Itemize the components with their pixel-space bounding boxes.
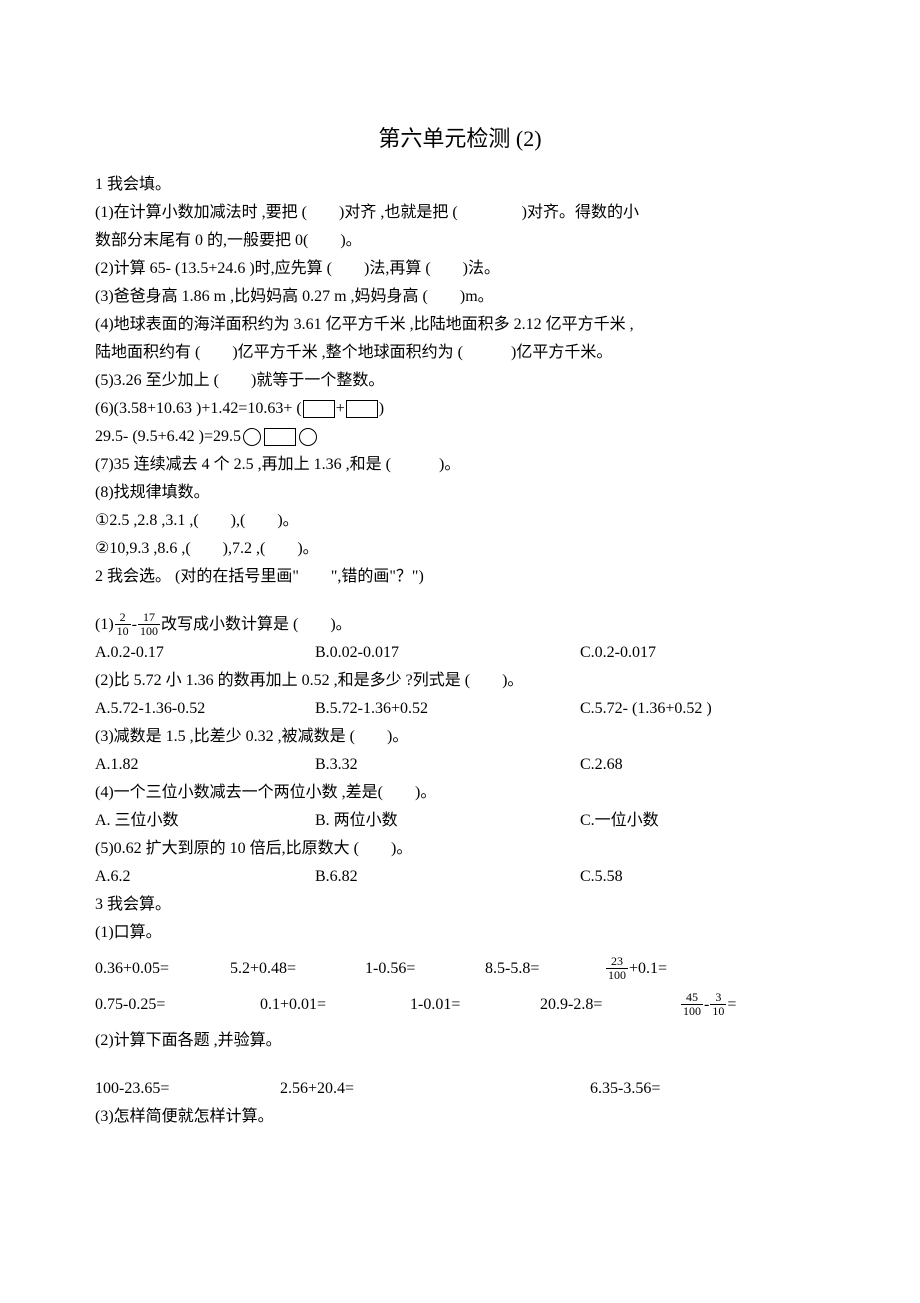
q2-heading: 2 我会选。 (对的在括号里画" ",错的画"？") — [95, 563, 825, 591]
blank-circle — [299, 428, 317, 446]
q3-2: (2)计算下面各题 ,并验算。 — [95, 1027, 825, 1055]
q1-6a-close: ) — [379, 400, 384, 417]
option-b: B.5.72-1.36+0.52 — [315, 695, 580, 723]
blank-box — [346, 400, 378, 418]
q1-4b: 陆地面积约有 ( )亿平方千米 ,整个地球面积约为 ( )亿平方千米。 — [95, 339, 825, 367]
option-c: C.0.2-0.017 — [580, 639, 825, 667]
q2-4-options: A. 三位小数 B. 两位小数 C.一位小数 — [95, 807, 825, 835]
calc-item: 23100+0.1= — [605, 955, 825, 983]
calc-item: 8.5-5.8= — [485, 955, 605, 983]
q1-5: (5)3.26 至少加上 ( )就等于一个整数。 — [95, 367, 825, 395]
option-a: A.1.82 — [95, 751, 315, 779]
fraction: 210 — [115, 611, 131, 638]
denominator: 10 — [710, 1005, 726, 1018]
option-c: C.5.58 — [580, 863, 825, 891]
minus: - — [704, 996, 709, 1013]
q2-1: (1)210-17100改写成小数计算是 ( )。 — [95, 611, 825, 639]
q2-1-options: A.0.2-0.17 B.0.02-0.017 C.0.2-0.017 — [95, 639, 825, 667]
calc-item: 0.36+0.05= — [95, 955, 230, 983]
option-b: B. 两位小数 — [315, 807, 580, 835]
minus: - — [132, 616, 137, 633]
q3-heading: 3 我会算。 — [95, 891, 825, 919]
numerator: 17 — [138, 611, 160, 625]
q3-3: (3)怎样简便就怎样计算。 — [95, 1103, 825, 1131]
calc-item: 0.75-0.25= — [95, 991, 260, 1019]
blank-box — [264, 428, 296, 446]
q2-5: (5)0.62 扩大到原的 10 倍后,比原数大 ( )。 — [95, 835, 825, 863]
option-b: B.6.82 — [315, 863, 580, 891]
option-a: A. 三位小数 — [95, 807, 315, 835]
q1-6b-text: 29.5- (9.5+6.42 )=29.5 — [95, 428, 241, 445]
q1-8b: ②10,9.3 ,8.6 ,( ),7.2 ,( )。 — [95, 535, 825, 563]
denominator: 10 — [115, 625, 131, 638]
fraction: 310 — [710, 991, 726, 1018]
q1-6a: (6)(3.58+10.63 )+1.42=10.63+ ( +) — [95, 395, 825, 423]
q2-2-options: A.5.72-1.36-0.52 B.5.72-1.36+0.52 C.5.72… — [95, 695, 825, 723]
calc-item: 100-23.65= — [95, 1075, 280, 1103]
numerator: 2 — [115, 611, 131, 625]
q3-1: (1)口算。 — [95, 919, 825, 947]
calc-suffix: +0.1= — [629, 960, 667, 977]
q2-3: (3)减数是 1.5 ,比差少 0.32 ,被减数是 ( )。 — [95, 723, 825, 751]
option-a: A.5.72-1.36-0.52 — [95, 695, 315, 723]
option-c: C.5.72- (1.36+0.52 ) — [580, 695, 825, 723]
q2-1-suffix: 改写成小数计算是 ( )。 — [161, 616, 352, 633]
q1-2: (2)计算 65- (13.5+24.6 )时,应先算 ( )法,再算 ( )法… — [95, 255, 825, 283]
q1-7: (7)35 连续减去 4 个 2.5 ,再加上 1.36 ,和是 ( )。 — [95, 451, 825, 479]
q1-6b: 29.5- (9.5+6.42 )=29.5 — [95, 423, 825, 451]
q1-8: (8)找规律填数。 — [95, 479, 825, 507]
q1-heading: 1 我会填。 — [95, 171, 825, 199]
q1-6a-plus: + — [336, 400, 345, 417]
q2-5-options: A.6.2 B.6.82 C.5.58 — [95, 863, 825, 891]
option-a: A.0.2-0.17 — [95, 639, 315, 667]
page-title: 第六单元检测 (2) — [95, 120, 825, 159]
calc-item: 6.35-3.56= — [590, 1075, 825, 1103]
denominator: 100 — [681, 1005, 703, 1018]
calc-suffix: = — [727, 996, 736, 1013]
option-b: B.0.02-0.017 — [315, 639, 580, 667]
fraction: 23100 — [606, 955, 628, 982]
q1-1a: (1)在计算小数加减法时 ,要把 ( )对齐 ,也就是把 ( )对齐。得数的小 — [95, 199, 825, 227]
denominator: 100 — [138, 625, 160, 638]
q2-1-prefix: (1) — [95, 616, 114, 633]
calc-item: 45100-310= — [680, 991, 825, 1019]
q2-3-options: A.1.82 B.3.32 C.2.68 — [95, 751, 825, 779]
calc-item: 5.2+0.48= — [230, 955, 365, 983]
blank-circle — [243, 428, 261, 446]
option-c: C.2.68 — [580, 751, 825, 779]
numerator: 45 — [681, 991, 703, 1005]
q1-8a: ①2.5 ,2.8 ,3.1 ,( ),( )。 — [95, 507, 825, 535]
calc-item: 20.9-2.8= — [540, 991, 680, 1019]
q3-row1: 0.36+0.05= 5.2+0.48= 1-0.56= 8.5-5.8= 23… — [95, 955, 825, 983]
numerator: 3 — [710, 991, 726, 1005]
q3-row3: 100-23.65= 2.56+20.4= 6.35-3.56= — [95, 1075, 825, 1103]
q2-4: (4)一个三位小数减去一个两位小数 ,差是( )。 — [95, 779, 825, 807]
q1-1b: 数部分末尾有 0 的,一般要把 0( )。 — [95, 227, 825, 255]
option-c: C.一位小数 — [580, 807, 825, 835]
q1-4a: (4)地球表面的海洋面积约为 3.61 亿平方千米 ,比陆地面积多 2.12 亿… — [95, 311, 825, 339]
option-b: B.3.32 — [315, 751, 580, 779]
q3-row2: 0.75-0.25= 0.1+0.01= 1-0.01= 20.9-2.8= 4… — [95, 991, 825, 1019]
fraction: 45100 — [681, 991, 703, 1018]
numerator: 23 — [606, 955, 628, 969]
calc-item: 1-0.56= — [365, 955, 485, 983]
q2-2: (2)比 5.72 小 1.36 的数再加上 0.52 ,和是多少 ?列式是 (… — [95, 667, 825, 695]
calc-item: 0.1+0.01= — [260, 991, 410, 1019]
calc-item: 2.56+20.4= — [280, 1075, 590, 1103]
calc-item: 1-0.01= — [410, 991, 540, 1019]
q1-6a-text1: (6)(3.58+10.63 )+1.42=10.63+ ( — [95, 400, 302, 417]
option-a: A.6.2 — [95, 863, 315, 891]
q1-3: (3)爸爸身高 1.86 m ,比妈妈高 0.27 m ,妈妈身高 ( )m。 — [95, 283, 825, 311]
denominator: 100 — [606, 969, 628, 982]
blank-box — [303, 400, 335, 418]
fraction: 17100 — [138, 611, 160, 638]
